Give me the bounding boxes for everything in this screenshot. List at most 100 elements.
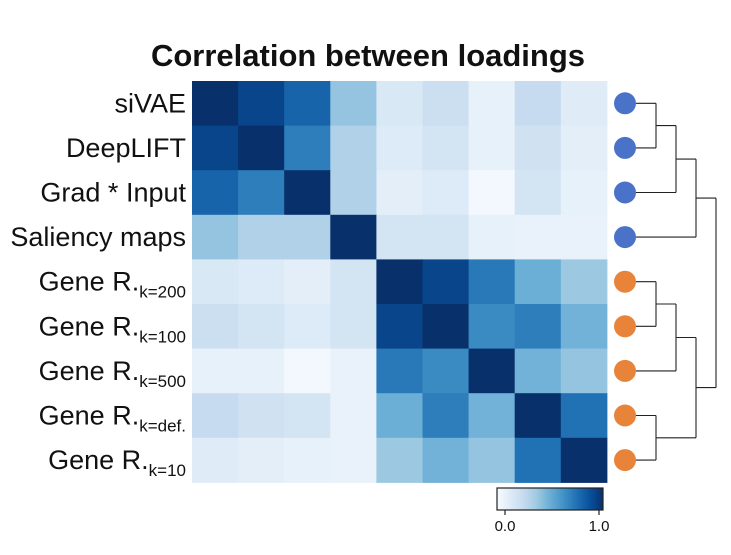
heatmap-cell-r0-c0 <box>192 81 239 127</box>
heatmap-cell-r6-c3 <box>330 348 377 394</box>
colorbar-max-label: 1.0 <box>589 518 610 535</box>
heatmap-cell-r4-c5 <box>422 259 470 305</box>
row-label-8: Gene R.k=10 <box>48 445 186 480</box>
heatmap-cell-r4-c8 <box>560 259 608 305</box>
heatmap-cell-r7-c4 <box>376 393 423 439</box>
group-marker-3 <box>614 226 636 249</box>
heatmap-cell-r8-c8 <box>560 437 608 483</box>
colorbar-min-label: 0.0 <box>495 518 516 535</box>
row-label-0: siVAE <box>114 88 186 118</box>
row-label-subscript: k=500 <box>139 372 186 391</box>
dendrogram <box>636 102 717 461</box>
row-label-1: DeepLIFT <box>66 133 186 163</box>
heatmap-cell-r8-c1 <box>238 437 285 483</box>
heatmap-cell-r2-c8 <box>560 170 608 216</box>
row-label-main: Grad * Input <box>40 178 186 208</box>
group-markers <box>614 92 636 472</box>
heatmap-cell-r0-c2 <box>284 81 331 127</box>
heatmap-cell-r4-c1 <box>238 259 285 305</box>
heatmap-cell-r3-c0 <box>192 214 239 260</box>
row-label-3: Saliency maps <box>10 222 186 252</box>
heatmap-cell-r7-c0 <box>192 393 239 439</box>
heatmap-cell-r7-c3 <box>330 393 377 439</box>
heatmap-cell-r1-c2 <box>284 125 331 171</box>
group-marker-2 <box>614 181 636 204</box>
row-label-main: siVAE <box>114 88 186 118</box>
heatmap-cell-r3-c4 <box>376 214 423 260</box>
row-label-main: Gene R. <box>48 445 149 475</box>
heatmap-cell-r0-c1 <box>238 81 285 127</box>
heatmap-cell-r3-c8 <box>560 214 608 260</box>
row-label-6: Gene R.k=500 <box>39 356 186 391</box>
chart-title: Correlation between loadings <box>151 38 585 73</box>
heatmap-cell-r3-c2 <box>284 214 331 260</box>
group-marker-8 <box>614 449 636 472</box>
heatmap-cell-r1-c0 <box>192 125 239 171</box>
heatmap-cell-r5-c0 <box>192 304 239 350</box>
heatmap-cell-r4-c3 <box>330 259 377 305</box>
heatmap-cell-r1-c7 <box>514 125 562 171</box>
group-marker-6 <box>614 359 636 382</box>
row-label-subscript: k=10 <box>149 461 186 480</box>
heatmap-cell-r2-c2 <box>284 170 331 216</box>
heatmap-cell-r2-c0 <box>192 170 239 216</box>
heatmap-cell-r2-c4 <box>376 170 423 216</box>
heatmap-cells <box>192 81 608 483</box>
heatmap-cell-r6-c1 <box>238 348 285 394</box>
heatmap-cell-r5-c4 <box>376 304 423 350</box>
heatmap-cell-r8-c2 <box>284 437 331 483</box>
heatmap-cell-r5-c2 <box>284 304 331 350</box>
heatmap-cell-r4-c6 <box>468 259 516 305</box>
heatmap-cell-r1-c3 <box>330 125 377 171</box>
heatmap-cell-r8-c4 <box>376 437 423 483</box>
row-label-7: Gene R.k=def. <box>39 401 186 436</box>
heatmap-cell-r8-c7 <box>514 437 562 483</box>
row-label-main: Gene R. <box>39 401 140 431</box>
heatmap-cell-r1-c6 <box>468 125 516 171</box>
group-marker-0 <box>614 92 636 115</box>
heatmap-cell-r6-c0 <box>192 348 239 394</box>
heatmap-cell-r8-c5 <box>422 437 470 483</box>
heatmap-cell-r4-c2 <box>284 259 331 305</box>
heatmap-cell-r7-c8 <box>560 393 608 439</box>
row-labels: siVAE DeepLIFT Grad * Input Saliency maps Ge… <box>10 88 186 480</box>
row-label-main: Gene R. <box>39 356 140 386</box>
heatmap-cell-r0-c4 <box>376 81 423 127</box>
heatmap-cell-r1-c4 <box>376 125 423 171</box>
heatmap-cell-r7-c6 <box>468 393 516 439</box>
row-label-main: DeepLIFT <box>66 133 186 163</box>
heatmap-cell-r6-c4 <box>376 348 423 394</box>
heatmap-cell-r1-c8 <box>560 125 608 171</box>
heatmap-cell-r5-c3 <box>330 304 377 350</box>
row-label-main: Gene R. <box>39 267 140 297</box>
heatmap-cell-r5-c7 <box>514 304 562 350</box>
group-marker-5 <box>614 315 636 338</box>
heatmap-cell-r2-c5 <box>422 170 470 216</box>
heatmap-cell-r2-c7 <box>514 170 562 216</box>
heatmap-cell-r1-c1 <box>238 125 285 171</box>
heatmap-cell-r3-c6 <box>468 214 516 260</box>
group-marker-4 <box>614 270 636 293</box>
heatmap-cell-r2-c6 <box>468 170 516 216</box>
heatmap-cell-r5-c8 <box>560 304 608 350</box>
heatmap-cell-r4-c4 <box>376 259 423 305</box>
heatmap-cell-r2-c1 <box>238 170 285 216</box>
heatmap-cell-r3-c1 <box>238 214 285 260</box>
heatmap-cell-r3-c5 <box>422 214 470 260</box>
row-label-2: Grad * Input <box>40 178 186 208</box>
heatmap-cell-r1-c5 <box>422 125 470 171</box>
heatmap-cell-r0-c5 <box>422 81 470 127</box>
row-label-5: Gene R.k=100 <box>39 311 186 346</box>
heatmap-cell-r7-c1 <box>238 393 285 439</box>
heatmap-cell-r2-c3 <box>330 170 377 216</box>
heatmap-cell-r8-c6 <box>468 437 516 483</box>
heatmap-cell-r8-c0 <box>192 437 239 483</box>
row-label-main: Gene R. <box>39 311 140 341</box>
heatmap-cell-r4-c7 <box>514 259 562 305</box>
colorbar: 0.0 1.0 <box>495 487 610 535</box>
group-marker-1 <box>614 136 636 159</box>
heatmap-cell-r7-c2 <box>284 393 331 439</box>
row-label-subscript: k=def. <box>139 417 186 436</box>
heatmap-cell-r0-c6 <box>468 81 516 127</box>
